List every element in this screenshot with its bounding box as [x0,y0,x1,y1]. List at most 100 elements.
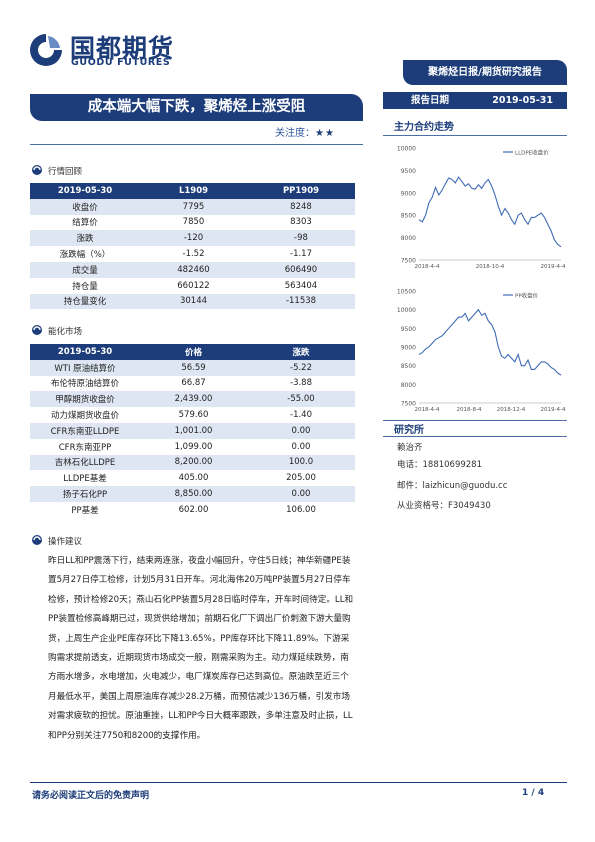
section-advice: 操作建议 [48,537,83,547]
table-row: 收盘价 7795 8248 [30,198,355,215]
cell: -1.52 [182,249,205,260]
date-label: 报告日期 [411,95,450,106]
advice-paragraph: 昨日LL和PP震荡下行，结束两连涨，夜盘小幅回升，守住5日线；神华新疆PE装置5… [48,556,354,741]
x-tick-label: 2019-4-4 [541,407,566,413]
y-tick-label: 9500 [401,326,416,333]
table-row: 布伦特原油结算价 66.87 -3.88 [30,376,355,392]
section-swirl-icon [32,535,42,545]
x-tick-label: 2018-8-4 [457,407,482,413]
cell: 205.00 [286,473,316,484]
attention-rating: 关注度：★★ [275,124,335,139]
y-tick-label: 10000 [397,307,416,314]
cell: 0.00 [291,441,311,452]
header-cell: 2019-05-30 [30,183,140,199]
chem-market-table: 2019-05-30 价格 涨跌 WTI 原油结算价 56.59 -5.22 布伦特… [30,344,355,518]
cell: 405.00 [178,473,209,484]
cell: 482460 [140,261,247,278]
divider [30,144,363,145]
row-label: 结算价 [72,218,98,229]
y-tick-label: 8500 [401,363,416,370]
page-number: 1 / 4 [522,788,545,798]
row-label: PP基差 [71,505,99,516]
cell: 56.59 [140,359,247,376]
table-row: PP基差 602.00 106.00 [30,502,355,518]
cell: 1,001.00 [140,422,247,439]
cell: 8303 [290,217,312,228]
section-main-trend: 主力合约走势 [394,122,454,133]
section-swirl-icon [32,325,42,335]
row-label: 吉林石化LLDPE [30,454,140,471]
series-line [418,308,562,376]
table-row: 吉林石化LLDPE 8,200.00 100.0 [30,454,355,471]
cell: 100.0 [247,454,355,471]
row-label: 布伦特原油结算价 [50,379,119,390]
row-label: 成交量 [30,261,140,278]
row-label: CFR东南亚LLDPE [30,422,140,439]
x-tick-label: 2019-4-4 [541,264,566,270]
table-header-row: 2019-05-30 价格 涨跌 [30,344,355,360]
footer-divider [30,782,567,783]
cell: -11538 [247,293,355,310]
cell: -1.17 [290,249,312,260]
cell: 0.00 [247,422,355,439]
cell: 579.60 [178,410,209,421]
cell: 2,439.00 [140,391,247,408]
cell: 8248 [247,198,355,215]
analyst-name: 赖治齐 [397,443,423,453]
row-label: 收盘价 [30,198,140,215]
divider [383,420,567,421]
x-tick-label: 2018-4-4 [415,407,440,413]
cell: 606490 [247,261,355,278]
divider [383,436,567,437]
y-tick-label: 7500 [401,258,416,265]
section-market-review: 行情回顾 [48,167,83,177]
lldpe-price-chart: 7500 8000 8500 9000 9500 10000 2018-4-4 2018-10… [397,146,566,271]
analyst-email: 邮件：laizhicun@guodu.cc [397,481,508,491]
logo-english: GUODU FUTURES [71,57,171,68]
x-tick-label: 2018-10-4 [476,264,505,270]
cell: 106.00 [286,504,316,515]
pp-price-chart: 7500 8000 8500 9000 9500 10000 10500 2018-4-4 20… [397,289,566,414]
cell: 7850 [182,217,205,228]
row-label: 持仓量变化 [30,293,140,310]
header-cell: 涨跌 [247,344,355,360]
section-research: 研究所 [394,425,424,436]
y-tick-label: 8500 [401,213,416,220]
y-tick-label: 10000 [397,146,416,153]
x-tick-label: 2018-4-4 [415,264,440,270]
table-row: 持仓量变化 30144 -11538 [30,293,355,310]
y-tick-label: 7500 [401,401,416,408]
header-cell: 2019-05-30 [30,344,140,360]
row-label: 扬子石化PP [30,486,140,502]
row-label: 涨跌幅（%） [59,250,111,261]
table-row: 结算价 7850 8303 [30,215,355,231]
y-tick-label: 10500 [397,289,416,296]
cell: -120 [140,230,247,247]
table-row: 成交量 482460 606490 [30,261,355,278]
table-row: WTI 原油结算价 56.59 -5.22 [30,359,355,376]
row-label: WTI 原油结算价 [30,359,140,376]
cell: -3.88 [290,378,312,389]
attention-stars: ★★ [315,128,335,139]
analyst-cert: 从业资格号：F3049430 [397,501,491,511]
report-date-banner: 报告日期 2019-05-31 [383,92,567,109]
footer-disclaimer: 请务必阅读正文后的免责声明 [32,791,150,801]
futures-table: 2019-05-30 L1909 PP1909 收盘价 7795 8248 结算价 7… [30,183,355,310]
section-swirl-icon [32,165,42,175]
cell: 8,200.00 [140,454,247,471]
cell: -55.00 [247,391,355,408]
y-tick-label: 9000 [401,190,416,197]
table-row: 涨跌幅（%） -1.52 -1.17 [30,246,355,262]
cell: 66.87 [181,378,206,389]
date-value: 2019-05-31 [492,95,553,106]
y-tick-label: 9000 [401,345,416,352]
row-label: CFR东南亚PP [58,442,112,453]
cell: 563404 [284,280,318,291]
cell: 0.00 [247,486,355,502]
cell: 8,850.00 [140,486,247,502]
y-tick-label: 9500 [401,168,416,175]
cell: 602.00 [178,504,209,515]
table-row: 扬子石化PP 8,850.00 0.00 [30,486,355,502]
divider [383,135,567,136]
cell: -1.40 [290,410,312,421]
